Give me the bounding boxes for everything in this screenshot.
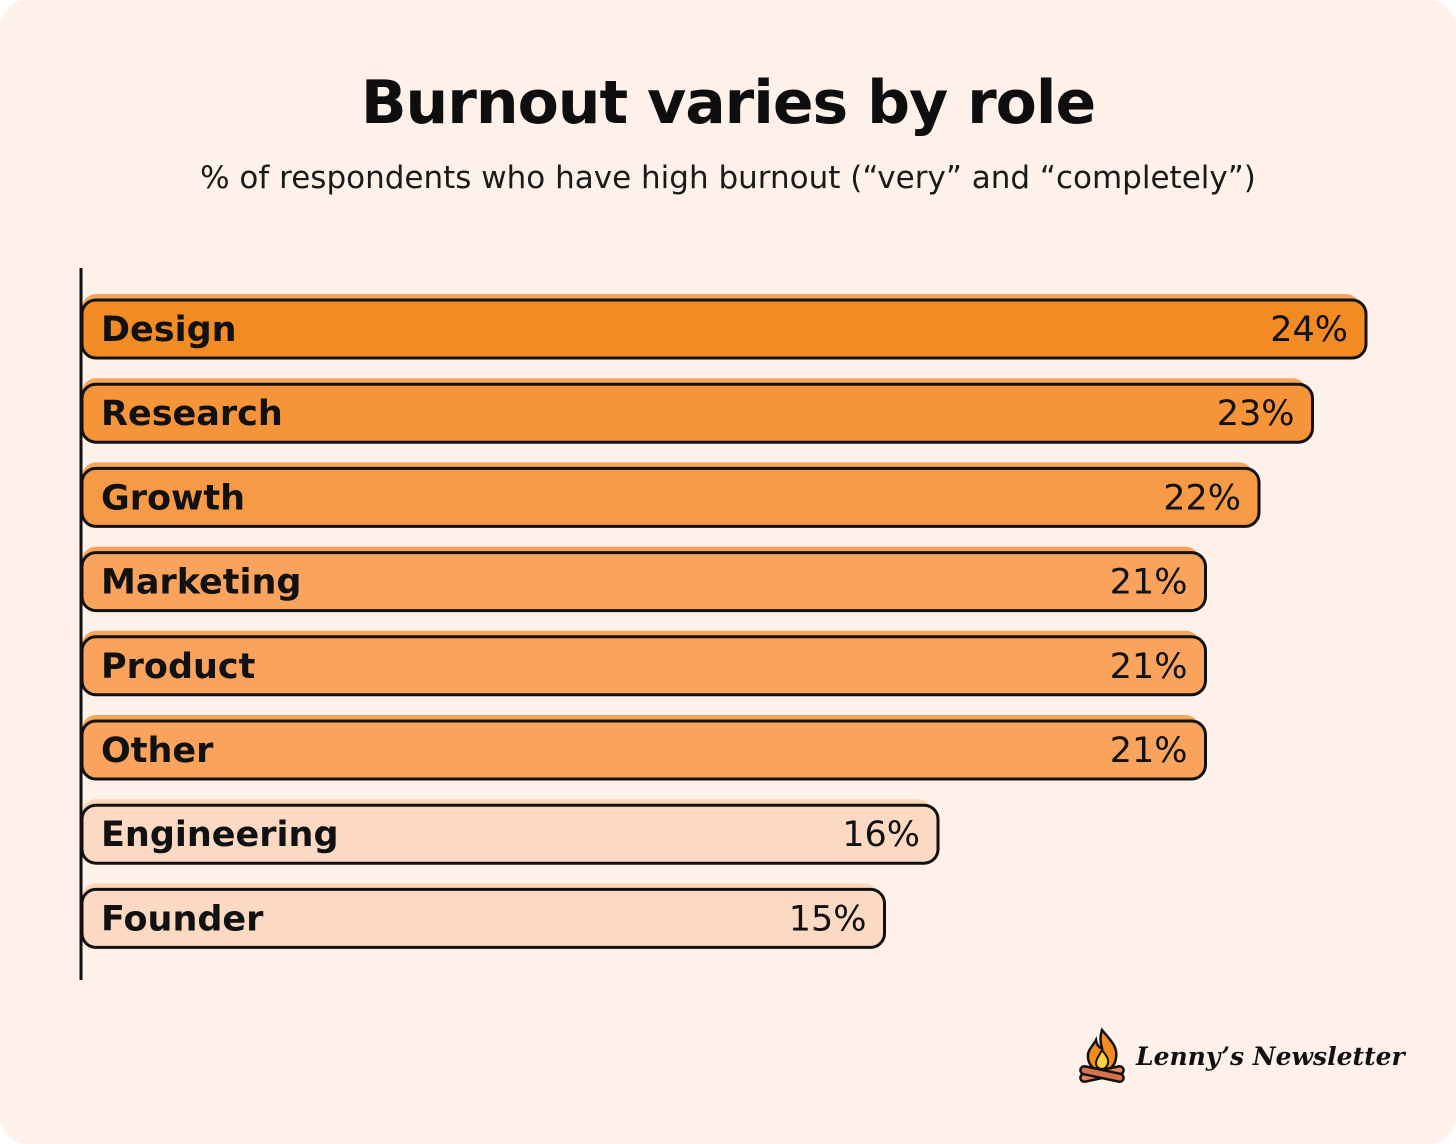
- category-label: Other: [101, 731, 214, 771]
- bar-group-marketing: Marketing 21%: [80, 546, 1207, 613]
- category-label: Product: [101, 647, 255, 687]
- bar: [80, 298, 1368, 360]
- value-label: 16%: [842, 815, 920, 855]
- chart-subtitle: % of respondents who have high burnout (…: [200, 160, 1256, 196]
- bar-group-founder: Founder 15%: [80, 883, 886, 949]
- bar-group-research: Research 23%: [80, 378, 1314, 444]
- value-label: 22%: [1163, 478, 1241, 518]
- value-label: 21%: [1110, 731, 1188, 771]
- value-label: 24%: [1270, 310, 1348, 350]
- category-label: Growth: [101, 478, 245, 518]
- bar: [80, 466, 1261, 528]
- brand-name: Lenny’s Newsletter: [1136, 1041, 1405, 1071]
- value-label: 21%: [1110, 647, 1188, 687]
- category-label: Design: [101, 310, 237, 350]
- chart-title: Burnout varies by role: [360, 68, 1096, 138]
- category-label: Marketing: [101, 563, 301, 603]
- bar-group-engineering: Engineering 16%: [80, 799, 940, 865]
- bar-group-product: Product 21%: [80, 630, 1207, 697]
- value-label: 21%: [1110, 563, 1188, 603]
- category-label: Founder: [101, 899, 264, 939]
- category-label: Research: [101, 394, 283, 434]
- bar-group-growth: Growth 22%: [80, 462, 1261, 528]
- bar-group-other: Other 21%: [80, 715, 1207, 781]
- category-label: Engineering: [101, 815, 339, 855]
- brand-logo: Lenny’s Newsletter: [1076, 1026, 1405, 1086]
- campfire-icon: [1079, 1027, 1125, 1083]
- value-label: 15%: [789, 899, 867, 939]
- value-label: 23%: [1217, 394, 1295, 434]
- bar: [80, 719, 1207, 781]
- bar-group-design: Design 24%: [80, 294, 1368, 360]
